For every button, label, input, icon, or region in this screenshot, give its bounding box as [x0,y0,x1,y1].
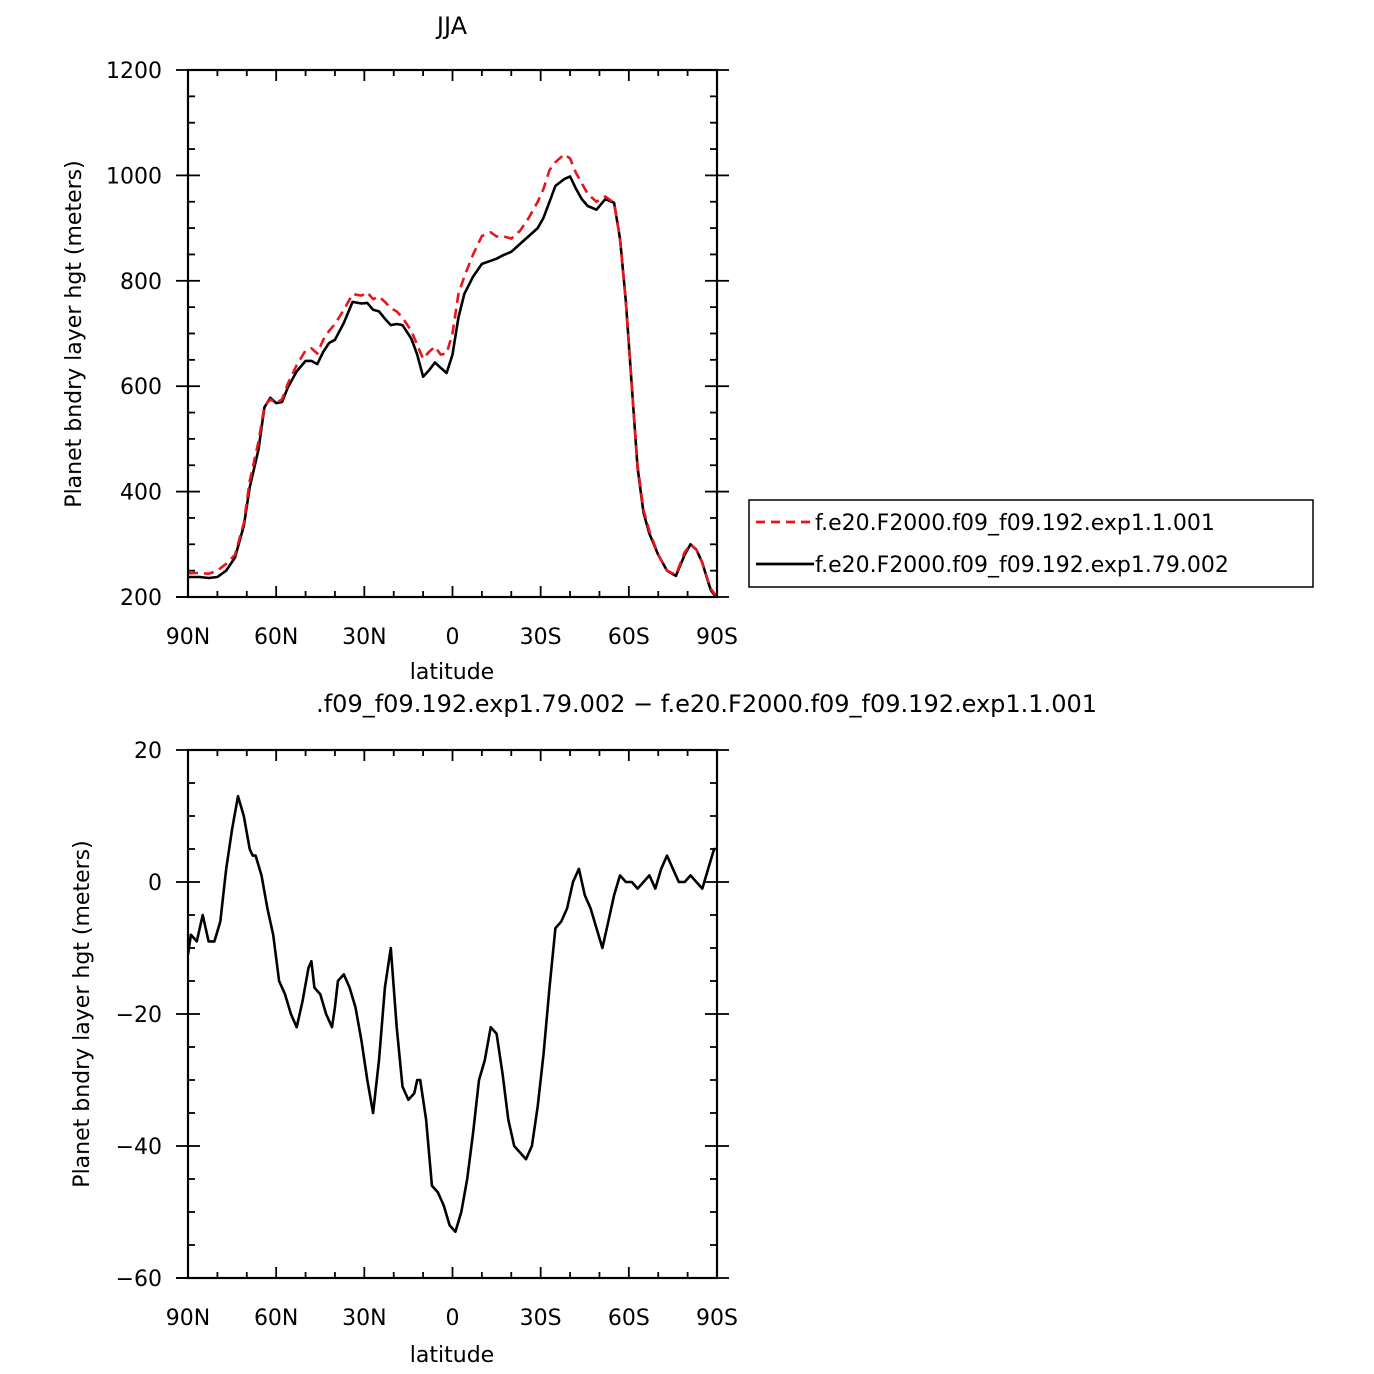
bottom-x-tick-label: 30N [342,1306,386,1331]
legend-label-case-b: f.e20.F2000.f09_f09.192.exp1.79.002 [815,553,1229,578]
top-y-tick-label: 400 [120,481,162,506]
bottom-plot-frame [186,748,719,1280]
bottom-x-tick-label: 0 [446,1306,460,1331]
bottom-x-tick-label: 60S [608,1306,650,1331]
top-chart-title: JJA [435,12,468,40]
legend-frame [748,499,1314,588]
top-y-tick-label: 1200 [106,59,162,84]
top-y-tick-label: 600 [120,375,162,400]
bottom-x-axis-title: latitude [410,1343,494,1368]
bottom-y-tick-label: −20 [116,1003,162,1028]
top-y-tick-label: 1000 [106,164,162,189]
bottom-y-tick-label: −60 [116,1267,162,1292]
legend-label-case-a: f.e20.F2000.f09_f09.192.exp1.1.001 [815,511,1215,536]
bottom-y-tick-label: 20 [134,739,162,764]
bottom-x-tick-label: 90N [166,1306,210,1331]
bottom-x-tick-label: 60N [254,1306,298,1331]
top-x-tick-label: 60N [254,625,298,650]
top-panel-line-chart: JJA 90N 60N 30N 0 30S 60S 90S 200 400 600 800 1000… [62,12,738,685]
bottom-x-tick-label: 30S [520,1306,562,1331]
top-y-axis: 200 400 600 800 1000 1200 [106,59,729,611]
bottom-y-tick-label: 0 [148,871,162,896]
legend-box: f.e20.F2000.f09_f09.192.exp1.1.001 f.e20… [748,499,1314,588]
top-y-axis-title: Planet bndry layer hgt (meters) [62,160,87,507]
bottom-x-tick-label: 90S [696,1306,738,1331]
bottom-x-axis: 90N 60N 30N 0 30S 60S 90S [166,750,738,1331]
top-x-tick-label: 90N [166,625,210,650]
top-y-tick-label: 200 [120,586,162,611]
bottom-series-line-1 [188,794,717,1234]
top-series-line-2 [188,175,717,597]
bottom-chart-title: .f09_f09.192.exp1.79.002 − f.e20.F2000.f… [316,690,1097,718]
top-series-group [188,153,717,597]
bottom-y-axis: −60 −40 −20 0 20 [116,739,729,1292]
top-x-tick-label: 30N [342,625,386,650]
bottom-y-axis-title: Planet bndry layer hgt (meters) [70,840,95,1187]
bottom-y-tick-label: −40 [116,1135,162,1160]
top-x-tick-label: 60S [608,625,650,650]
bottom-series-group [188,794,717,1234]
top-series-line-1 [188,153,717,597]
bottom-panel-difference-chart: .f09_f09.192.exp1.79.002 − f.e20.F2000.f… [70,690,1097,1368]
top-x-axis-title: latitude [410,660,494,685]
top-x-tick-label: 30S [520,625,562,650]
top-x-tick-label: 0 [446,625,460,650]
top-y-tick-label: 800 [120,270,162,295]
top-x-tick-label: 90S [696,625,738,650]
top-x-axis: 90N 60N 30N 0 30S 60S 90S [166,70,738,650]
